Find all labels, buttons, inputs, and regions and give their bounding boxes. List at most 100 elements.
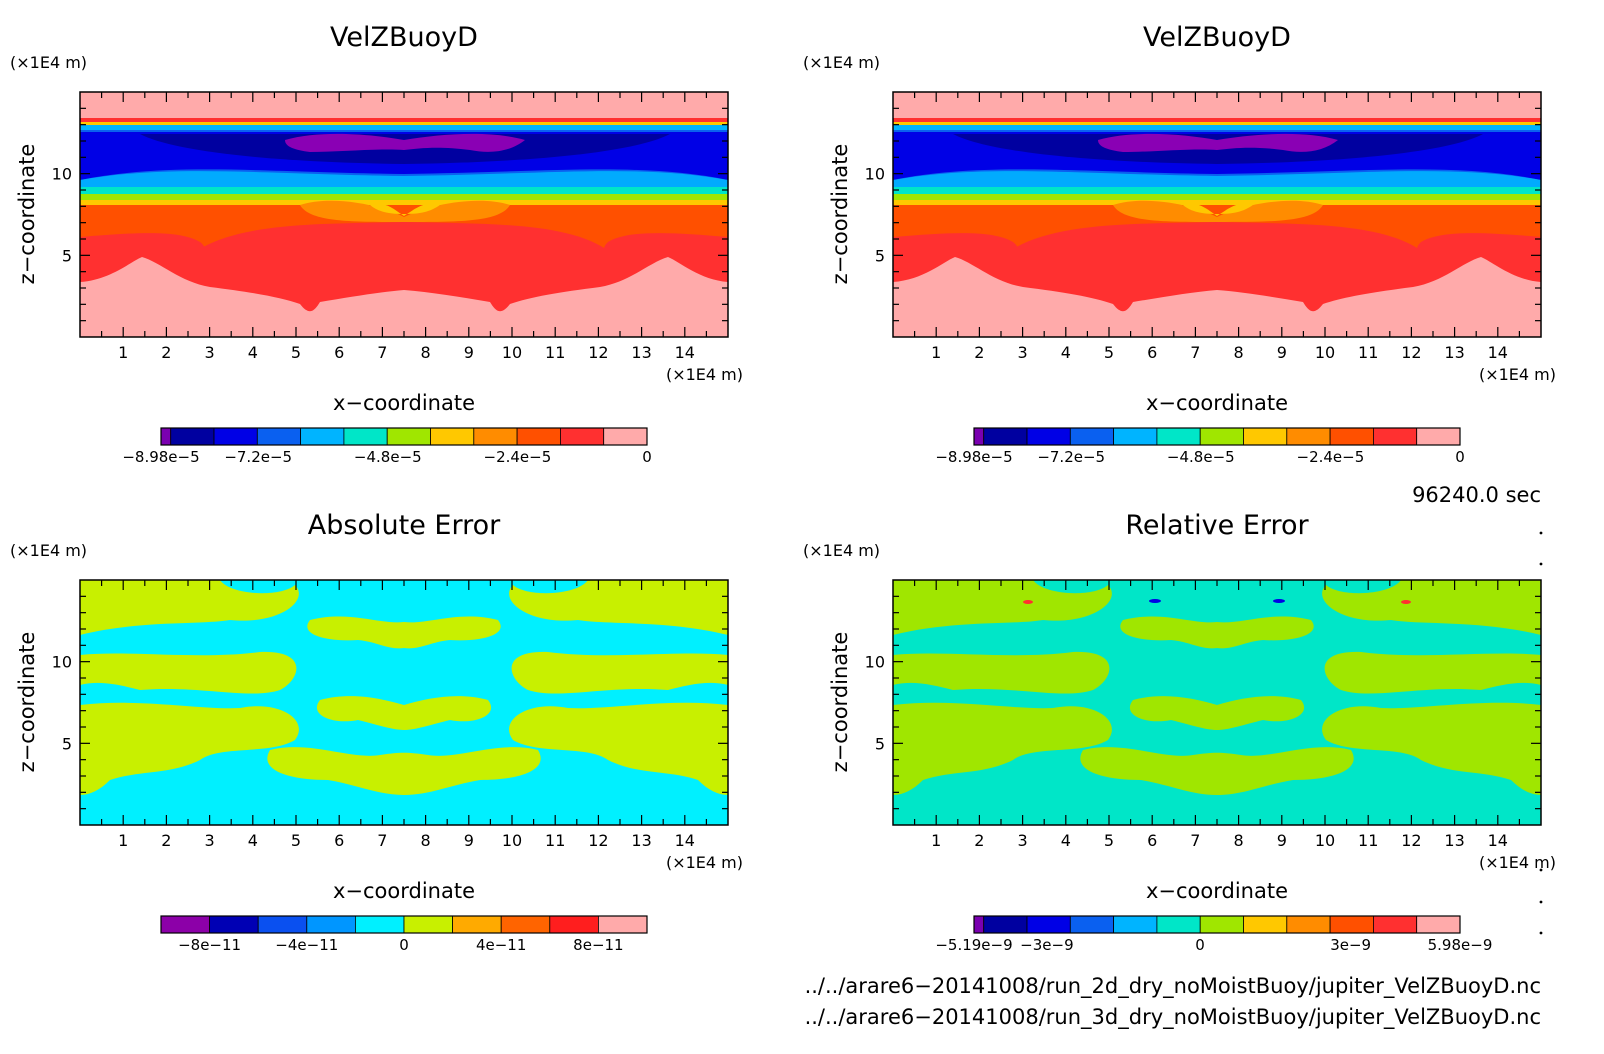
y-axis-label: z−coordinate (828, 632, 852, 773)
x-tick-label: 8 (421, 831, 431, 850)
dot (1539, 531, 1543, 535)
x-tick-label: 6 (1147, 831, 1157, 850)
field-lime-patch (893, 580, 1112, 635)
colorbar-swatch (1156, 427, 1201, 446)
colorbar-swatch (1329, 427, 1374, 446)
x-tick-label: 11 (545, 343, 565, 362)
dot (1539, 868, 1543, 872)
panel-title: Absolute Error (308, 510, 501, 541)
x-tick-label: 13 (1444, 831, 1464, 850)
x-tick-label: 7 (1190, 343, 1200, 362)
field-band-yellow (893, 200, 1541, 206)
x-axis-label: x−coordinate (1146, 391, 1288, 415)
colorbar-swatch (1373, 427, 1418, 446)
field-lime-patch (267, 747, 541, 795)
colorbar-swatch (1329, 915, 1374, 934)
colorbar-swatch (983, 427, 1028, 446)
colorbar-frame (973, 915, 1461, 934)
x-unit-label: (×1E4 m) (666, 853, 743, 872)
contour-field (80, 580, 728, 825)
x-tick-label: 6 (334, 343, 344, 362)
x-tick-label: 11 (1358, 343, 1378, 362)
y-tick-label: 5 (875, 246, 885, 265)
field-zero-bottom (893, 257, 1541, 337)
field-lime-patch (80, 702, 299, 795)
x-tick-label: 1 (931, 343, 941, 362)
field-aqua-spike (1203, 795, 1217, 825)
field-yellow-bulge (370, 203, 440, 216)
field-band-orange (80, 122, 728, 125)
panel-title: VelZBuoyD (1143, 22, 1291, 53)
colorbar-swatch (1373, 915, 1418, 934)
x-tick-label: 3 (205, 831, 215, 850)
x-tick-label: 9 (464, 831, 474, 850)
colorbar-tick-label: −8.98e−5 (935, 448, 1012, 466)
y-axis-label: z−coordinate (15, 144, 39, 285)
field-lime-patch (80, 580, 299, 635)
y-axis-label: z−coordinate (15, 632, 39, 773)
y-unit-label: (×1E4 m) (10, 541, 87, 560)
colorbar-swatch (603, 427, 648, 446)
field-lime-patch (1129, 696, 1305, 730)
file-path-line-2: ../../arare6−20141008/run_3d_dry_noMoist… (805, 1005, 1541, 1030)
y-tick-label: 10 (865, 653, 885, 672)
colorbar-tick-label: −2.4e−5 (484, 448, 552, 466)
colorbar: −5.19e−9 −3e−9 0 3e−9 5.98e−9 (935, 915, 1493, 954)
file-path-line-1: ../../arare6−20141008/run_2d_dry_noMoist… (805, 974, 1541, 999)
x-tick-label: 14 (1488, 343, 1508, 362)
y-axis-label: z−coordinate (828, 144, 852, 285)
x-axis-label: x−coordinate (333, 879, 475, 903)
x-tick-label: 7 (377, 831, 387, 850)
colorbar-swatch (973, 427, 985, 446)
time-label: 96240.0 sec (1412, 483, 1541, 507)
field-lime-patch (509, 580, 728, 635)
colorbar-tick-label: 5.98e−9 (1428, 936, 1493, 954)
field-zero-bottom (80, 257, 728, 337)
colorbar-tick-label: −7.2e−5 (1037, 448, 1105, 466)
y-tick-label: 10 (52, 165, 72, 184)
colorbar-tick-label: 3e−9 (1330, 936, 1371, 954)
colorbar-swatch (452, 915, 502, 934)
x-tick-label: 5 (291, 343, 301, 362)
colorbar-swatch (1286, 427, 1331, 446)
field-band-cyan (80, 125, 728, 130)
x-tick-label: 8 (421, 343, 431, 362)
x-tick-label: 14 (1488, 831, 1508, 850)
y-tick-label: 5 (875, 734, 885, 753)
contour-field (80, 92, 728, 337)
field-band-yellow (80, 200, 728, 206)
x-tick-label: 12 (588, 343, 608, 362)
x-tick-label: 9 (1277, 343, 1287, 362)
colorbar-tick-label: −2.4e−5 (1297, 448, 1365, 466)
colorbar-tick-label: 4e−11 (476, 936, 526, 954)
x-tick-label: 12 (1401, 343, 1421, 362)
x-tick-label: 3 (1018, 343, 1028, 362)
colorbar-swatch (1069, 915, 1115, 934)
field-lime-patch (1322, 702, 1541, 795)
colorbar-swatch (1286, 915, 1331, 934)
colorbar-tick-label: −4e−11 (275, 936, 338, 954)
contour-field (893, 92, 1541, 337)
field-band-aqua (893, 187, 1541, 195)
colorbar-tick-label: −8.98e−5 (122, 448, 199, 466)
x-tick-label: 1 (118, 831, 128, 850)
colorbar-tick-label: 8e−11 (573, 936, 623, 954)
x-tick-label: 14 (675, 343, 695, 362)
x-tick-label: 10 (502, 343, 522, 362)
field-band-lime (80, 194, 728, 200)
field-band-cyan (893, 125, 1541, 130)
colorbar-swatch (209, 915, 259, 934)
colorbar: −8.98e−5 −7.2e−5 −4.8e−5 −2.4e−5 0 (122, 427, 652, 466)
x-tick-label: 6 (334, 831, 344, 850)
colorbar-swatch (1026, 915, 1071, 934)
colorbar-swatch (549, 915, 599, 934)
x-unit-label: (×1E4 m) (666, 365, 743, 384)
colorbar-swatch (343, 427, 388, 446)
x-tick-label: 10 (1315, 343, 1335, 362)
colorbar-tick-label: 0 (1195, 936, 1205, 954)
x-tick-label: 2 (974, 343, 984, 362)
x-unit-label: (×1E4 m) (1479, 365, 1556, 384)
